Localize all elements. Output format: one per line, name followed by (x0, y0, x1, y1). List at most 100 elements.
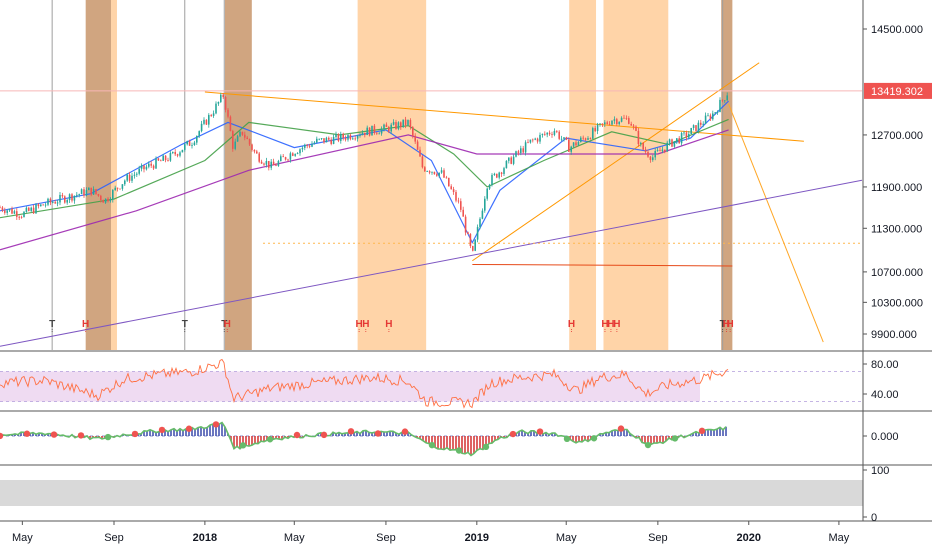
osc-histogram-bar (206, 427, 208, 436)
candle-body (529, 139, 532, 143)
candle-body (452, 189, 455, 193)
price-tick-label: 9900.000 (871, 329, 917, 341)
last-price-badge (864, 82, 932, 99)
osc-histogram-bar (599, 433, 601, 436)
candle-body (128, 174, 131, 181)
candle-body (560, 138, 563, 140)
candle-body (368, 127, 371, 136)
osc-histogram-bar (497, 436, 499, 440)
candle-body (131, 175, 133, 181)
osc-histogram-bar (353, 432, 355, 436)
candle-body (392, 122, 395, 125)
candle-body (572, 142, 575, 147)
candle-body (143, 165, 145, 170)
candle-body (191, 144, 193, 146)
osc-histogram-bar (443, 436, 445, 450)
osc-histogram-bar (467, 436, 469, 453)
osc-histogram-bar (230, 436, 232, 441)
candle-body (68, 194, 71, 200)
candle-body (476, 227, 479, 240)
candle-body (625, 117, 628, 119)
candle-body (397, 122, 400, 129)
candle-body (23, 211, 25, 218)
candle-body (236, 136, 239, 142)
candle-body (640, 142, 642, 145)
osc-histogram-bar (401, 432, 403, 436)
candle-body (349, 134, 352, 140)
osc-histogram-bar (338, 432, 340, 436)
candle-body (469, 233, 472, 247)
osc-histogram-bar (614, 430, 616, 436)
osc-histogram-bar (197, 427, 199, 436)
candle-body (40, 204, 42, 207)
candle-body (649, 156, 652, 160)
osc-histogram-bar (182, 430, 184, 436)
candle-body (426, 171, 428, 172)
candle-body (697, 122, 700, 132)
candle-body (232, 131, 234, 149)
candle-body (18, 216, 20, 218)
candle-body (587, 138, 589, 140)
candle-body (707, 115, 709, 117)
candle-body (443, 170, 445, 178)
candle-body (239, 131, 241, 137)
panel-separators (0, 0, 932, 522)
osc-histogram-bar (32, 432, 34, 436)
price-series (0, 92, 728, 252)
osc-histogram-bar (140, 433, 142, 436)
candle-body (402, 119, 404, 127)
candle-body (186, 140, 188, 145)
candle-body (241, 131, 244, 135)
trendline (472, 62, 760, 262)
candle-body (337, 134, 340, 141)
osc-histogram-bar (347, 432, 349, 436)
rsi-tick-label: 80.00 (871, 359, 899, 371)
candle-body (419, 149, 421, 157)
candle-body (0, 207, 1, 209)
osc-histogram-bar (713, 430, 715, 436)
trendline (728, 103, 824, 343)
candle-body (268, 160, 270, 168)
candle-body (551, 134, 553, 136)
osc-signal-dot (401, 428, 409, 435)
time-tick-label: 2019 (465, 532, 489, 544)
osc-histogram-bar (362, 430, 364, 436)
candle-body (618, 121, 620, 125)
candle-body (44, 204, 47, 206)
candle-body (11, 208, 13, 214)
osc-histogram-bar (392, 431, 394, 436)
osc-histogram-bar (272, 436, 274, 440)
candle-body (683, 132, 685, 134)
osc-histogram-bar (38, 433, 40, 436)
candle-body (220, 94, 222, 102)
candle-body (424, 167, 426, 172)
candle-body (654, 150, 656, 158)
osc-histogram-bar (476, 436, 478, 451)
osc-histogram-bar (602, 433, 604, 436)
candle-body (85, 190, 88, 196)
highlight-zone (603, 0, 669, 350)
candle-body (714, 112, 716, 114)
osc-histogram-bar (458, 436, 460, 451)
price-axis[interactable]: 14500.000 12700.000 11900.000 11300.000 1070… (863, 24, 932, 524)
candle-body (457, 200, 460, 202)
time-tick-label: Sep (104, 532, 124, 544)
candle-body (114, 187, 116, 191)
candle-body (534, 138, 536, 140)
candle-body (301, 147, 304, 150)
osc-histogram-bar (572, 436, 574, 442)
time-axis[interactable]: May Sep 2018 May Sep 2019 May Sep 2020 May (12, 521, 850, 544)
candle-body (229, 116, 232, 132)
osc-histogram-bar (656, 436, 658, 444)
candle-body (632, 125, 635, 127)
candle-body (184, 144, 186, 150)
candle-body (64, 196, 66, 203)
osc-histogram-bar (221, 422, 223, 436)
candle-body (642, 142, 644, 150)
osc-tick-label: 0.000 (871, 431, 899, 443)
candle-body (344, 137, 347, 140)
osc-histogram-bar (716, 429, 718, 436)
candle-body (323, 138, 325, 143)
time-tick-label: May (556, 532, 577, 544)
